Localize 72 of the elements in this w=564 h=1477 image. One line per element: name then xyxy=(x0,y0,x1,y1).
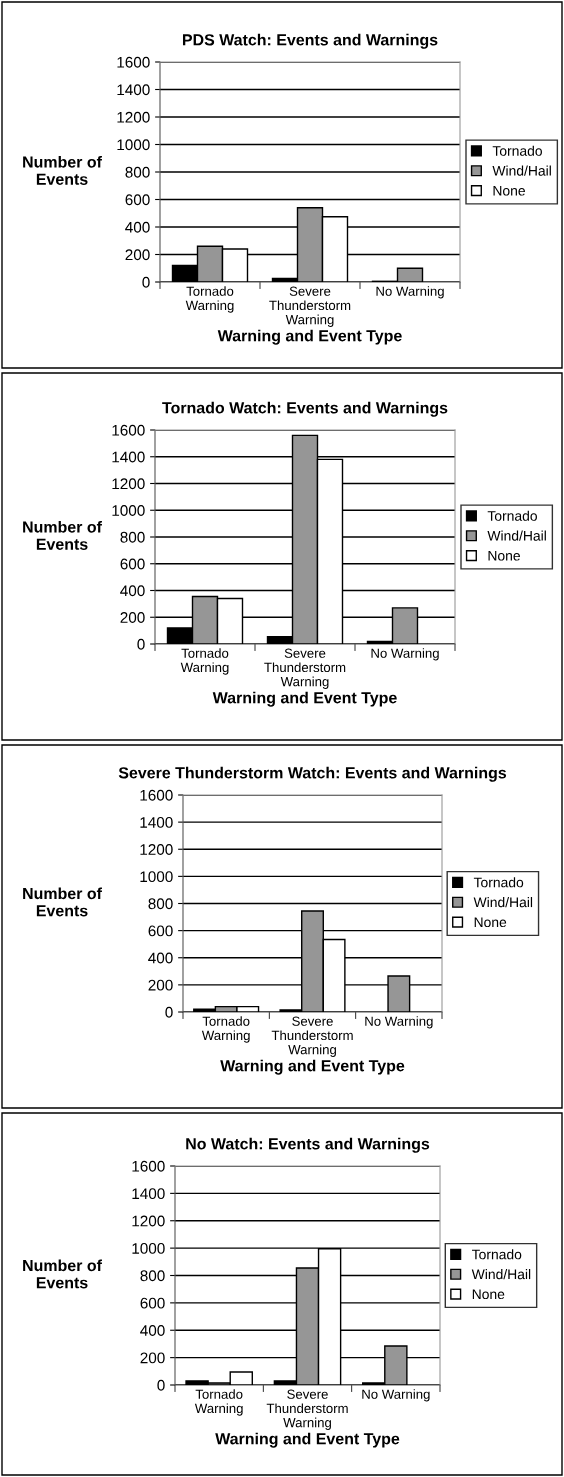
y-tick-label: 1200 xyxy=(140,844,173,855)
legend-label: Tornado xyxy=(492,145,542,156)
x-tick-label: Tornado Warning xyxy=(185,286,234,313)
x-tick-label: Severe Thunderstorm Warning xyxy=(269,286,351,327)
y-tick-label: 1000 xyxy=(132,1242,165,1254)
y-tick-label: 1400 xyxy=(132,1188,165,1200)
x-axis-title: Warning and Event Type xyxy=(217,329,402,345)
x-tick-label: Tornado Warning xyxy=(180,648,229,675)
legend-label: Wind/Hail xyxy=(471,1269,531,1280)
y-tick-label: 1600 xyxy=(140,789,173,801)
chart-title: Tornado Watch: Events and Warnings xyxy=(162,401,448,417)
y-tick-label: 1400 xyxy=(112,451,145,463)
chart-title: No Watch: Events and Warnings xyxy=(186,1137,430,1153)
legend-label: Tornado xyxy=(472,1249,522,1260)
legend-label: None xyxy=(472,1289,505,1300)
y-tick-label: 600 xyxy=(140,1297,165,1309)
y-axis-title: Number of Events xyxy=(23,1259,102,1289)
y-tick-label: 1000 xyxy=(117,139,150,151)
legend-label: Tornado xyxy=(473,877,524,888)
legend-label: None xyxy=(493,185,525,196)
y-tick-label: 1400 xyxy=(117,84,150,96)
y-tick-label: 0 xyxy=(157,1379,165,1391)
y-tick-label: 200 xyxy=(148,979,173,991)
legend-label: Tornado xyxy=(487,510,537,521)
y-tick-label: 800 xyxy=(125,166,150,178)
y-tick-label: 1000 xyxy=(140,871,173,883)
y-tick-label: 0 xyxy=(142,276,150,288)
x-tick-label: Severe Thunderstorm Warning xyxy=(271,1016,353,1057)
y-tick-label: 200 xyxy=(120,612,145,623)
x-axis-title: Warning and Event Type xyxy=(212,691,397,707)
legend-label: None xyxy=(474,917,507,928)
y-tick-label: 1200 xyxy=(112,478,145,490)
legend-label: Wind/Hail xyxy=(492,165,551,176)
legend-label: Wind/Hail xyxy=(473,897,533,908)
x-tick-label: No Warning xyxy=(365,1016,433,1029)
x-axis-title: Warning and Event Type xyxy=(215,1432,400,1448)
y-tick-label: 1600 xyxy=(117,56,150,68)
y-tick-label: 1000 xyxy=(112,505,145,516)
y-tick-label: 1200 xyxy=(132,1215,165,1227)
y-axis-title: Number of Events xyxy=(23,520,102,550)
y-axis-title: Number of Events xyxy=(23,155,102,185)
y-tick-label: 800 xyxy=(148,898,173,910)
x-tick-label: No Warning xyxy=(371,648,439,661)
y-tick-label: 400 xyxy=(120,585,145,597)
y-tick-label: 1400 xyxy=(140,816,173,828)
x-tick-label: Severe Thunderstorm Warning xyxy=(266,1389,348,1430)
x-tick-label: No Warning xyxy=(376,286,444,299)
x-tick-label: No Warning xyxy=(362,1389,430,1402)
y-tick-label: 200 xyxy=(140,1352,165,1364)
y-tick-label: 600 xyxy=(120,558,145,570)
chart-title: Severe Thunderstorm Watch: Events and Warnings xyxy=(118,766,507,782)
y-axis-title: Number of Events xyxy=(23,887,102,917)
y-tick-label: 1600 xyxy=(112,424,145,436)
y-tick-label: 0 xyxy=(137,638,145,650)
x-tick-label: Tornado Warning xyxy=(201,1016,250,1043)
y-tick-label: 400 xyxy=(125,221,150,233)
y-tick-label: 600 xyxy=(148,925,173,937)
y-tick-label: 400 xyxy=(140,1325,165,1336)
legend-label: Wind/Hail xyxy=(487,530,546,541)
y-tick-label: 0 xyxy=(165,1006,173,1018)
legend-label: None xyxy=(488,550,520,561)
y-tick-label: 1600 xyxy=(132,1160,165,1172)
y-tick-label: 800 xyxy=(140,1270,165,1282)
x-tick-label: Severe Thunderstorm Warning xyxy=(264,648,346,689)
x-axis-title: Warning and Event Type xyxy=(220,1059,405,1075)
chart-title: PDS Watch: Events and Warnings xyxy=(182,33,438,49)
x-tick-label: Tornado Warning xyxy=(194,1389,243,1416)
y-tick-label: 200 xyxy=(125,249,150,261)
y-tick-label: 400 xyxy=(148,952,173,964)
y-tick-label: 1200 xyxy=(117,111,150,123)
y-tick-label: 600 xyxy=(125,194,150,206)
y-tick-label: 800 xyxy=(120,531,145,543)
